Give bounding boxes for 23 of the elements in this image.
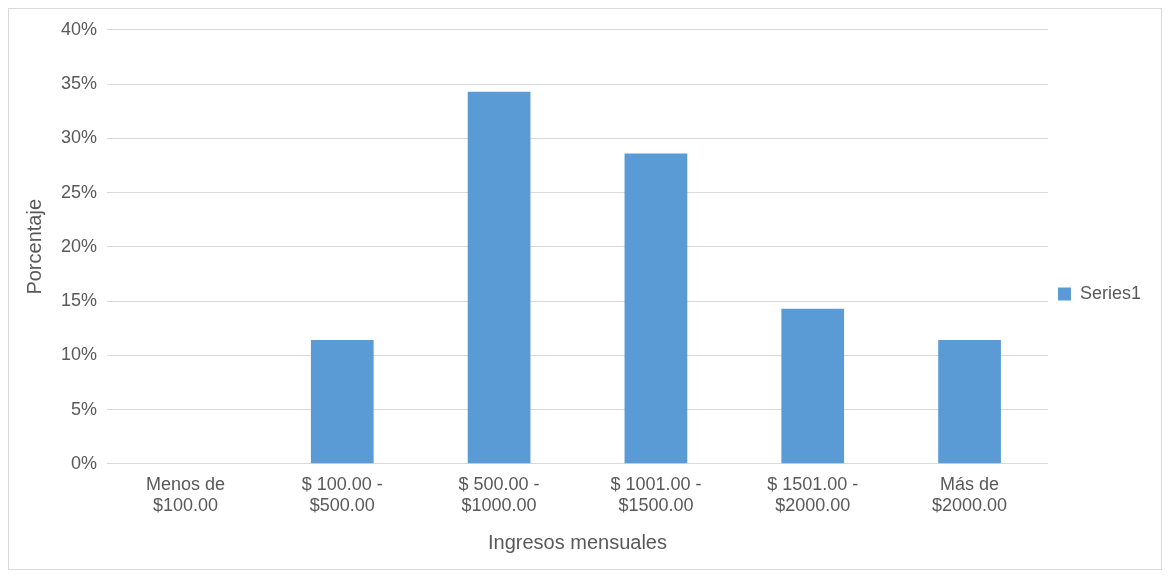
y-tick-label: 0% [71,452,98,473]
y-tick-label: 25% [61,181,98,202]
bar [938,340,1001,464]
bar [624,153,688,464]
y-tick-label: 40% [61,18,98,39]
y-tick-label: 20% [61,235,98,256]
x-tick-label: $ 500.00 - $1000.00 [458,473,540,516]
bar [467,91,531,464]
bar [781,308,845,464]
y-tick-label: 15% [61,290,98,311]
y-axis-title: Porcentaje [22,198,45,295]
legend-label: Series1 [1079,282,1141,303]
bar [310,340,374,464]
x-axis-title: Ingresos mensuales [488,530,667,553]
x-tick-label: Menos de $100.00 [145,473,225,516]
y-tick-label: 35% [61,73,98,94]
x-tick-label: $ 1001.00 - $1500.00 [610,473,702,516]
x-tick-label: $ 100.00 - $500.00 [301,473,383,516]
y-tick-label: 10% [61,344,98,365]
y-tick-label: 30% [61,127,98,148]
x-tick-label: $ 1501.00 - $2000.00 [767,473,859,516]
y-tick-label: 5% [71,398,98,419]
x-tick-label: Más de $2000.00 [932,473,1008,516]
